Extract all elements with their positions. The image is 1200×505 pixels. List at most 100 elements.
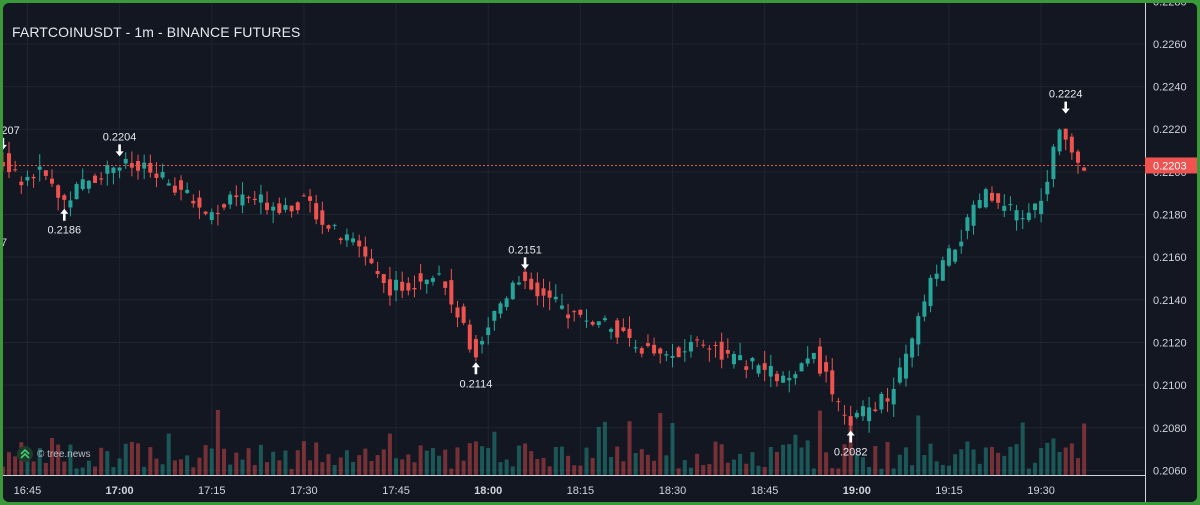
candle-body	[860, 406, 865, 417]
volume-bar	[154, 458, 159, 475]
candle-body	[578, 309, 583, 315]
time-tick-label: 18:00	[474, 485, 502, 497]
candle-body	[928, 277, 933, 307]
candle-body	[185, 189, 190, 193]
volume-bar	[805, 440, 810, 475]
candle-body	[836, 401, 841, 403]
volume-bar	[381, 449, 386, 475]
volume-bar	[37, 448, 42, 475]
volume-bar	[265, 462, 270, 475]
candle-body	[584, 320, 589, 322]
volume-bar	[793, 434, 798, 475]
candle-body	[781, 375, 786, 383]
candle-body	[541, 288, 546, 296]
candle-body	[467, 324, 472, 350]
volume-bar	[7, 452, 12, 475]
candle-body	[916, 316, 921, 345]
volume-bar	[308, 460, 313, 475]
candle-body	[547, 290, 552, 298]
candle-body	[332, 224, 337, 226]
low-marker-arrow-icon	[846, 430, 855, 443]
volume-bar	[320, 462, 325, 475]
candle-body	[25, 176, 30, 181]
candle-body	[774, 373, 779, 382]
candle-body	[799, 363, 804, 372]
candle-body	[105, 165, 110, 174]
volume-bar	[713, 441, 718, 475]
candle-body	[652, 344, 657, 354]
candle-body	[1002, 205, 1007, 211]
volume-bar	[387, 433, 392, 475]
candle-body	[793, 374, 798, 379]
candle-body	[1051, 146, 1056, 180]
volume-bar	[240, 459, 245, 475]
price-tick-label: 0.2220	[1153, 124, 1187, 136]
volume-bar	[596, 426, 601, 475]
volume-bar	[553, 446, 558, 475]
candle-body	[903, 353, 908, 379]
volume-bar	[817, 410, 822, 475]
volume-bar	[547, 466, 552, 475]
candle-body	[922, 301, 927, 317]
volume-bar	[344, 450, 349, 475]
time-tick-label: 18:15	[567, 485, 595, 497]
candlestick-chart[interactable]: 0.2207 0.2186 0.2204 0.2151 0.2114 0.2082 0.22…	[3, 3, 1197, 502]
candle-body	[240, 194, 245, 206]
volume-bar	[719, 444, 724, 475]
volume-bar	[572, 465, 577, 475]
volume-bar	[394, 458, 399, 475]
price-axis	[1145, 3, 1197, 502]
candle-body	[252, 198, 257, 201]
volume-bar	[989, 446, 994, 475]
volume-bar	[891, 468, 896, 475]
volume-bar	[903, 447, 908, 475]
candle-body	[136, 161, 141, 171]
volume-bar	[541, 457, 546, 475]
volume-bar	[142, 466, 147, 475]
price-tick-label: 0.2180	[1153, 210, 1187, 222]
candle-body	[19, 181, 24, 186]
high-marker-arrow-icon	[521, 257, 530, 270]
candle-body	[289, 205, 294, 212]
candle-body	[670, 355, 675, 358]
volume-bar	[983, 447, 988, 475]
volume-bar	[498, 462, 503, 475]
volume-bar	[68, 444, 73, 475]
candle-body	[559, 305, 564, 309]
last-price-label: 0.2203	[1153, 160, 1187, 172]
candle-body	[31, 176, 36, 179]
volume-bar	[910, 465, 915, 475]
volume-bar	[682, 460, 687, 475]
candle-body	[1045, 181, 1050, 195]
high-marker-arrow-icon	[3, 137, 7, 150]
candle-body	[369, 258, 374, 264]
volume-bar	[437, 455, 442, 475]
watermark: © tree.news	[17, 446, 91, 462]
volume-bar	[369, 461, 374, 475]
time-tick-label: 17:00	[106, 485, 134, 497]
candle-body	[854, 412, 859, 418]
volume-bar	[480, 446, 485, 475]
candle-body	[443, 281, 448, 288]
candle-body	[351, 238, 356, 243]
candle-body	[609, 328, 614, 332]
left-edge-label: 7	[3, 237, 7, 249]
volume-bar	[271, 451, 276, 475]
candle-body	[283, 205, 288, 210]
volume-bar	[774, 451, 779, 475]
candle-body	[1057, 129, 1062, 152]
candle-body	[621, 327, 626, 332]
volume-bar	[338, 457, 343, 475]
candle-body	[725, 350, 730, 354]
candle-body	[301, 195, 306, 197]
volume-bar	[725, 462, 730, 475]
volume-bar	[510, 466, 515, 475]
volume-bar	[953, 454, 958, 475]
volume-bar	[621, 461, 626, 475]
volume-bar	[566, 455, 571, 475]
candle-body	[1075, 151, 1080, 163]
volume-bar	[197, 457, 202, 475]
candle-body	[86, 180, 91, 189]
candle-body	[934, 273, 939, 279]
candle-body	[80, 179, 85, 190]
